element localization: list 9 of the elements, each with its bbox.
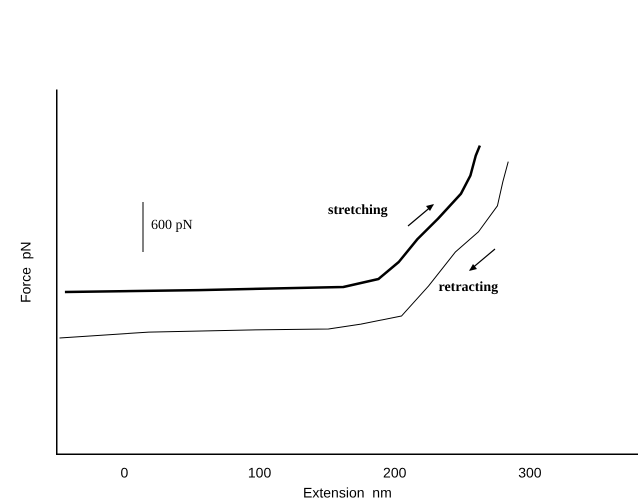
legend-label: stretching xyxy=(328,202,388,218)
x-tick-label: 300 xyxy=(518,464,542,481)
y-axis-title: Force pN xyxy=(17,241,34,303)
series-label: retracting xyxy=(438,280,498,296)
x-tick-label: 0 xyxy=(120,464,128,481)
x-tick-label: 100 xyxy=(248,464,272,481)
x-tick-label: 200 xyxy=(383,464,407,481)
x-axis-title: Extension nm xyxy=(303,484,392,500)
annotation: 600 pN xyxy=(151,218,193,234)
